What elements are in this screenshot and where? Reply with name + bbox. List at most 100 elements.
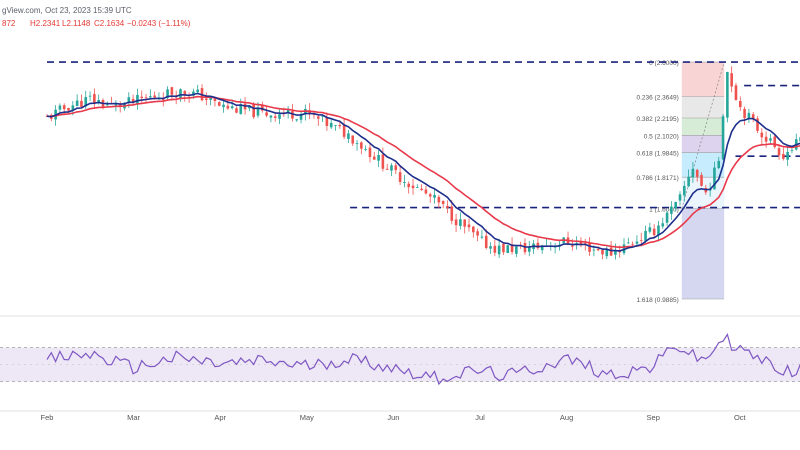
header-change: −0.0243 (−1.11%): [127, 19, 191, 28]
candle-body: [678, 194, 682, 201]
candle-body: [286, 109, 290, 114]
candle-body: [390, 165, 393, 171]
candle-body: [351, 135, 355, 144]
candle-body: [760, 132, 764, 138]
fib-level-label-6: 1 (1.6040): [649, 206, 679, 213]
candle-body: [321, 115, 324, 117]
candle-body: [618, 251, 622, 253]
candle-body: [347, 133, 350, 139]
header-ohlc-prefix: 872: [2, 19, 16, 28]
fib-zone-6: [681, 208, 725, 299]
header-source: gView.com, Oct 23, 2023 15:39 UTC: [2, 6, 132, 15]
candle-body: [179, 89, 182, 99]
candle-body: [377, 154, 380, 161]
candle-body: [614, 250, 617, 255]
candle-body: [433, 194, 436, 198]
candle-body: [670, 206, 673, 214]
rsi-panel: [0, 315, 800, 386]
fib-zone-1: [681, 96, 725, 118]
candle-body: [93, 94, 96, 103]
candle-body: [278, 114, 281, 119]
candle-body: [183, 91, 187, 96]
fib-level-label-7: 1.618 (0.9885): [636, 297, 678, 304]
candle-body: [338, 124, 342, 127]
fibonacci-retracement[interactable]: 0 (2.6000) 0.236 (2.3649) 0.382 (2.2195) 0.…: [636, 60, 725, 304]
fib-level-label-0: 0 (2.6000): [649, 60, 679, 67]
candle-body: [627, 242, 630, 244]
candle-body: [476, 231, 479, 236]
moving-averages: [46, 92, 800, 252]
candle-body: [394, 165, 398, 171]
candle-body: [657, 225, 660, 236]
candle-body: [751, 114, 755, 120]
ema-fast-line: [46, 92, 800, 252]
candle-body: [726, 71, 729, 118]
candle-body: [588, 242, 591, 252]
candle-body: [506, 245, 510, 253]
candle-body: [773, 136, 777, 148]
candle-body: [756, 118, 759, 131]
candle-body: [80, 100, 83, 107]
candle-body: [58, 105, 62, 110]
candle-body: [420, 188, 423, 191]
candle-body: [635, 241, 639, 244]
candle-body: [144, 97, 148, 99]
x-tick-label-7: Sep: [647, 413, 660, 422]
candle-body: [540, 245, 544, 251]
candle-body: [71, 105, 75, 111]
candle-body: [484, 235, 488, 248]
candle-body: [75, 100, 79, 107]
candle-body: [252, 103, 255, 118]
candle-body: [248, 105, 251, 109]
candle-body: [717, 160, 721, 168]
candle-body: [691, 168, 695, 178]
candle-body: [424, 189, 428, 194]
candle-body: [428, 194, 432, 197]
candle-body: [342, 125, 346, 137]
candle-body: [502, 243, 505, 253]
candle-body: [239, 104, 243, 114]
candle-body: [661, 223, 665, 227]
candle-body: [459, 219, 462, 227]
candle-body: [411, 185, 415, 189]
candle-body: [536, 242, 540, 249]
header-close: C2.1634: [94, 19, 125, 28]
candle-body: [527, 246, 531, 252]
candle-body: [149, 96, 152, 98]
candle-body: [687, 176, 690, 187]
x-tick-label-6: Aug: [560, 413, 573, 422]
candle-body: [196, 89, 200, 93]
candle-body: [601, 249, 604, 255]
candle-body: [368, 147, 372, 158]
candle-body: [403, 182, 406, 183]
candle-body: [398, 172, 402, 182]
candle-body: [579, 241, 583, 246]
x-tick-label-4: Jun: [387, 413, 399, 422]
candle-body: [209, 97, 212, 100]
x-tick-label-5: Jul: [475, 413, 485, 422]
candle-body: [769, 138, 772, 141]
candle-body: [713, 167, 716, 190]
candle-body: [166, 89, 169, 99]
candle-body: [648, 227, 652, 232]
candle-body: [644, 230, 647, 241]
candle-body: [235, 108, 238, 113]
x-tick-label-1: Mar: [127, 413, 140, 422]
candle-body: [790, 150, 794, 152]
candle-body: [497, 245, 501, 255]
candle-body: [334, 124, 337, 126]
candle-body: [269, 115, 273, 118]
fib-zone-0: [681, 62, 725, 97]
fib-level-label-4: 0.618 (1.9845): [636, 151, 678, 158]
candle-body: [652, 228, 656, 236]
candle-body: [256, 107, 260, 116]
candle-body: [416, 187, 419, 188]
candle-body: [67, 107, 70, 111]
candle-body: [127, 97, 131, 103]
candle-body: [441, 201, 445, 204]
candle-body: [472, 226, 475, 233]
candle-body: [205, 98, 208, 101]
header-legend: gView.com, Oct 23, 2023 15:39 UTC 872 H2…: [2, 6, 191, 28]
candle-body: [364, 149, 367, 150]
